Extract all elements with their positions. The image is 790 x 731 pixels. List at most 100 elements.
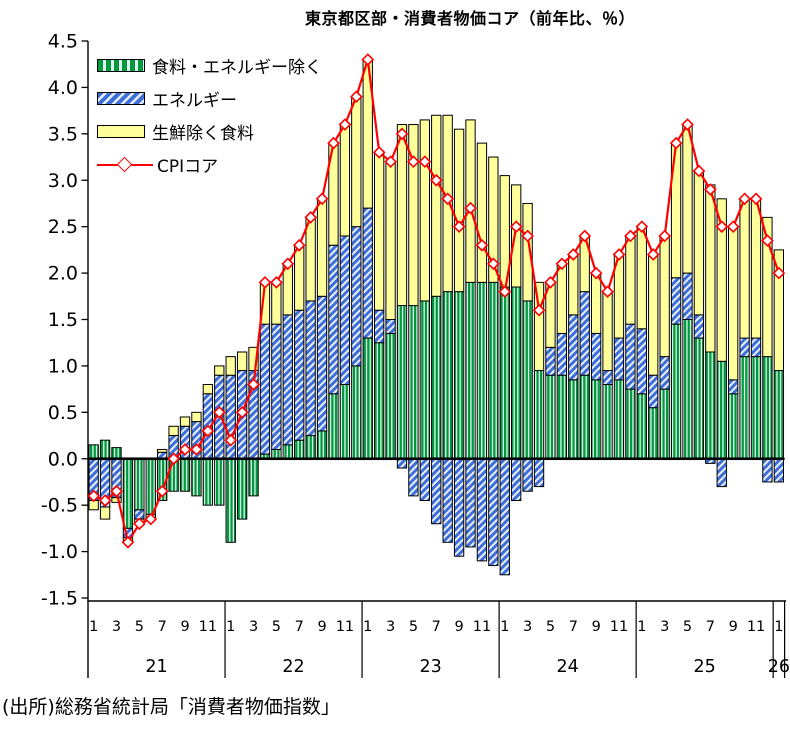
x-axis-month-label: 1 (500, 619, 509, 635)
bar-segment (202, 383, 214, 395)
cpi-diamond-marker (624, 229, 637, 243)
bar-segment (476, 142, 488, 283)
y-axis-tick-label: -0.5 (41, 495, 78, 517)
x-axis-year-label: 21 (145, 657, 167, 677)
cpi-diamond-marker (384, 155, 397, 169)
bar-segment (625, 388, 636, 460)
bar-segment (339, 235, 351, 385)
bar-segment (294, 439, 305, 460)
bar-segment (545, 374, 556, 460)
bar-segment (465, 458, 476, 548)
x-axis-month-label: 7 (432, 619, 441, 635)
y-axis-ticks: 4.5 4.0 3.5 3.0 2.5 2.0 1.5 1.0 0.5 0.0 -0.5 -1.0 -1… (41, 31, 88, 610)
bar-segment (316, 295, 328, 432)
bar-segment (328, 393, 339, 460)
y-axis-tick-label: 3.0 (48, 170, 78, 192)
bar-segment (739, 198, 750, 339)
cpi-diamond-marker (418, 155, 432, 169)
bar-segment (488, 281, 499, 460)
bar-segment (396, 124, 408, 307)
axes (87, 41, 786, 678)
bar-segment (111, 447, 122, 460)
bar-segment (568, 254, 579, 316)
bar-segment (728, 393, 739, 460)
cpi-diamond-marker (646, 248, 660, 261)
bar-segment (385, 161, 396, 320)
bar-segment (682, 319, 693, 460)
x-axis-month-label: 9 (317, 619, 326, 635)
bar-segment (111, 497, 122, 503)
cpi-diamond-marker (589, 266, 603, 280)
bar-segment (556, 263, 568, 334)
cpi-diamond-marker (395, 127, 409, 141)
cpi-diamond-marker (292, 238, 306, 252)
bar-segment (613, 337, 625, 381)
bar-segment (659, 235, 670, 358)
x-axis-month-label: 1 (89, 619, 98, 635)
cpi-diamond-marker (235, 406, 249, 419)
y-axis-tick-label: 2.5 (48, 216, 78, 238)
bar-segment (499, 458, 510, 576)
bar-segment (773, 370, 784, 460)
bar-segment (453, 291, 465, 460)
bar-segment (465, 119, 476, 283)
cpi-diamond-marker (212, 406, 226, 419)
bar-segment (453, 458, 465, 557)
cpi-diamond-marker (772, 266, 786, 280)
bar-segment (705, 184, 716, 353)
legend-label: エネルギー (152, 91, 237, 111)
bar-segment (431, 458, 442, 525)
cpi-diamond-marker (338, 118, 352, 131)
bar-segment (533, 370, 545, 460)
bar-segment (328, 244, 339, 395)
bar-segment (157, 448, 168, 453)
bar-segment (590, 332, 602, 381)
cpi-diamond-marker (681, 118, 694, 131)
bar-segment (533, 281, 545, 372)
bar-segment (214, 365, 225, 376)
bar-segment (613, 379, 625, 460)
cpi-diamond-marker (601, 285, 614, 298)
bar-segment (282, 444, 293, 460)
bar-segment (191, 458, 202, 497)
cpi-diamond-marker (110, 484, 123, 498)
bar-segment (556, 374, 568, 460)
bar-segment (271, 323, 282, 450)
x-axis-month-label: 3 (386, 619, 395, 635)
bar-segment (99, 439, 111, 460)
x-axis-month-label: 3 (249, 619, 258, 635)
bar-segment (762, 356, 773, 460)
bar-segment (396, 458, 408, 469)
bar-segment (705, 351, 716, 460)
bar-segment (533, 458, 545, 488)
x-axis-year-label: 25 (694, 657, 716, 677)
bar-segment (625, 235, 636, 325)
bar-segment (362, 337, 373, 460)
y-axis-tick-label: 2.0 (48, 263, 78, 285)
bar-segment (351, 96, 362, 228)
x-axis-month-label: 9 (729, 619, 738, 635)
cpi-diamond-marker (407, 155, 420, 169)
cpi-diamond-marker (270, 276, 283, 289)
bar-segment (431, 295, 442, 460)
bar-segment (385, 332, 396, 460)
bar-segment (225, 458, 236, 543)
x-axis-year-label: 22 (282, 657, 304, 677)
bar-segment (682, 124, 693, 274)
bar-segment (579, 374, 590, 460)
cpi-diamond-marker (669, 136, 683, 150)
cpi-diamond-marker (635, 220, 649, 233)
x-axis-month-label: 5 (135, 619, 144, 635)
bar-segment (522, 300, 533, 460)
x-axis-month-label: 7 (569, 619, 578, 635)
legend-item-energy: エネルギー (97, 82, 322, 115)
cpi-diamond-marker (155, 484, 169, 498)
x-axis-month-label: 11 (747, 619, 765, 635)
bar-segment (88, 444, 99, 460)
cpi-diamond-marker (498, 285, 512, 298)
x-axis-month-label: 11 (199, 619, 217, 635)
bar-segment (602, 370, 613, 385)
bar-segment (419, 119, 430, 302)
legend-label: 食料・エネルギー除く (152, 58, 322, 78)
bar-segment (408, 458, 419, 497)
